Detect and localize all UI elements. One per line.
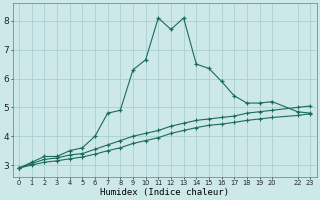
X-axis label: Humidex (Indice chaleur): Humidex (Indice chaleur)	[100, 188, 229, 197]
